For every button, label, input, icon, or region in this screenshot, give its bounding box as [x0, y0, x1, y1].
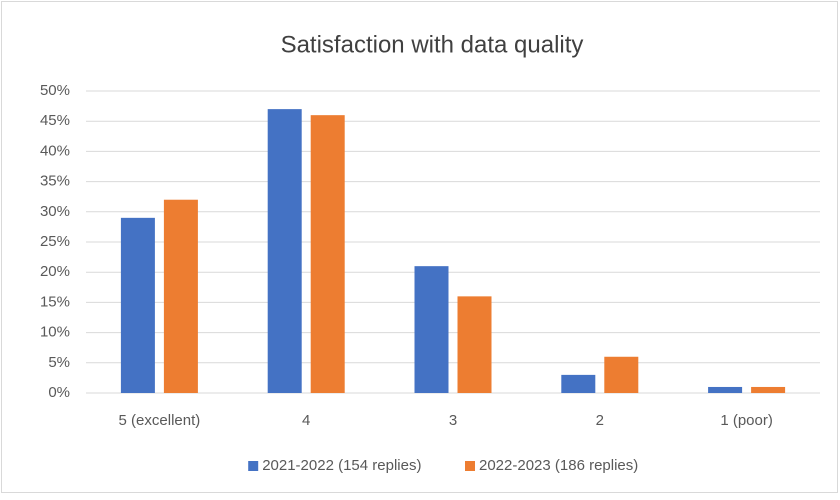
bar	[163, 199, 198, 393]
y-tick-label: 40%	[40, 142, 70, 159]
bar	[457, 296, 492, 393]
legend-swatch	[465, 461, 475, 471]
bar	[604, 356, 639, 393]
chart-title: Satisfaction with data quality	[281, 31, 584, 58]
x-tick-label: 4	[302, 412, 310, 429]
y-tick-label: 0%	[48, 384, 70, 401]
bar	[310, 115, 345, 393]
bar	[120, 217, 155, 393]
y-tick-label: 15%	[40, 293, 70, 310]
legend-label: 2021-2022 (154 replies)	[262, 457, 421, 474]
y-tick-label: 30%	[40, 203, 70, 220]
bar	[708, 386, 743, 393]
y-tick-label: 50%	[40, 82, 70, 99]
bar	[414, 266, 449, 393]
y-tick-label: 10%	[40, 324, 70, 341]
y-tick-label: 5%	[48, 354, 70, 371]
x-tick-label: 3	[449, 412, 457, 429]
x-tick-label: 2	[596, 412, 604, 429]
bar	[561, 374, 596, 393]
bar	[751, 386, 786, 393]
x-tick-label: 1 (poor)	[720, 412, 773, 429]
legend-label: 2022-2023 (186 replies)	[479, 457, 638, 474]
x-tick-label: 5 (excellent)	[119, 412, 201, 429]
legend-swatch	[248, 461, 259, 471]
y-tick-label: 35%	[40, 173, 70, 190]
y-tick-label: 25%	[40, 233, 70, 250]
y-tick-label: 45%	[40, 112, 70, 129]
bar	[267, 109, 302, 394]
y-tick-label: 20%	[40, 263, 70, 280]
